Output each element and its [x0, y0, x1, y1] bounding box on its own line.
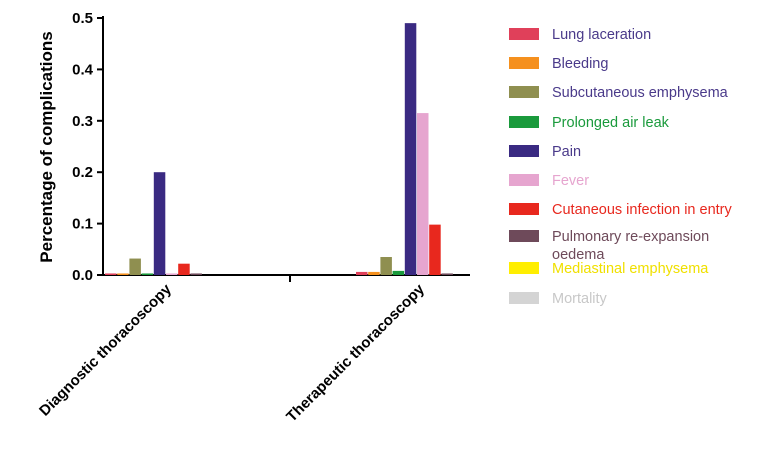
category-labels: Diagnostic thoracoscopy Therapeutic thora… [36, 280, 428, 425]
legend-item: Fever [509, 173, 589, 189]
y-axis-ticks: 0.0 0.1 0.2 0.3 0.4 0.5 [72, 10, 103, 284]
y-tick-label: 0.4 [72, 61, 94, 78]
legend-item: Mediastinal emphysema [509, 261, 709, 277]
y-tick-label: 0.3 [72, 113, 93, 130]
legend-label: Pulmonary re-expansion [552, 229, 709, 245]
bar-subcutaneous-emphysema-therapeutic [380, 257, 392, 275]
legend-swatch [509, 230, 539, 242]
legend-swatch [509, 57, 539, 69]
bar-prolonged-air-leak-diagnostic [141, 273, 154, 275]
legend-swatch [509, 203, 539, 215]
legend-swatch [509, 262, 539, 274]
legend-label: Fever [552, 173, 589, 189]
legend-label-continued: oedema [552, 247, 605, 263]
legend-label: Cutaneous infection in entry [552, 202, 732, 218]
bar-bleeding-therapeutic [368, 271, 380, 275]
bar-prolonged-air-leak-therapeutic [392, 270, 405, 275]
legend-swatch [509, 86, 539, 98]
bar-lung-laceration-therapeutic [356, 271, 368, 275]
bars [105, 23, 453, 275]
y-axis-title: Percentage of complications [37, 31, 56, 262]
legend-label: Mortality [552, 291, 608, 307]
legend-swatch [509, 116, 539, 128]
legend-label: Lung laceration [552, 27, 651, 43]
legend-swatch [509, 174, 539, 186]
legend: Lung laceration Bleeding Subcutaneous emph… [509, 27, 732, 307]
y-tick-label: 0.5 [72, 10, 93, 27]
bar-pain-therapeutic [404, 23, 417, 275]
bar-bleeding-diagnostic [117, 273, 129, 275]
legend-swatch [509, 145, 539, 157]
legend-label: Subcutaneous emphysema [552, 85, 729, 101]
bar-fever-therapeutic [417, 113, 429, 275]
legend-item: Bleeding [509, 56, 608, 72]
bar-fever-diagnostic [166, 273, 178, 275]
legend-item: Mortality [509, 291, 608, 307]
legend-item: Pain [509, 144, 581, 160]
legend-label: Bleeding [552, 56, 608, 72]
bar-cutaneous-infection-in-entry-therapeutic [429, 224, 441, 275]
bar-pulmonary-re-expansion-oedema-diagnostic [190, 273, 202, 275]
legend-item: Prolonged air leak [509, 115, 670, 131]
y-tick-label: 0.0 [72, 267, 93, 284]
legend-item: Cutaneous infection in entry [509, 202, 732, 218]
bar-pain-diagnostic [153, 172, 166, 275]
legend-label: Mediastinal emphysema [552, 261, 709, 277]
legend-swatch [509, 28, 539, 40]
bar-subcutaneous-emphysema-diagnostic [129, 258, 141, 275]
legend-label: Pain [552, 144, 581, 160]
legend-label: Prolonged air leak [552, 115, 670, 131]
legend-item: Pulmonary re-expansion oedema [509, 229, 709, 263]
bar-lung-laceration-diagnostic [105, 273, 117, 275]
x-category-label: Therapeutic thoracoscopy [283, 280, 428, 425]
y-tick-label: 0.2 [72, 164, 93, 181]
y-tick-label: 0.1 [72, 216, 93, 233]
legend-swatch [509, 292, 539, 304]
legend-item: Lung laceration [509, 27, 651, 43]
bar-pulmonary-re-expansion-oedema-therapeutic [441, 273, 453, 275]
legend-item: Subcutaneous emphysema [509, 85, 729, 101]
bar-cutaneous-infection-in-entry-diagnostic [178, 263, 190, 275]
x-category-label: Diagnostic thoracoscopy [36, 280, 175, 419]
